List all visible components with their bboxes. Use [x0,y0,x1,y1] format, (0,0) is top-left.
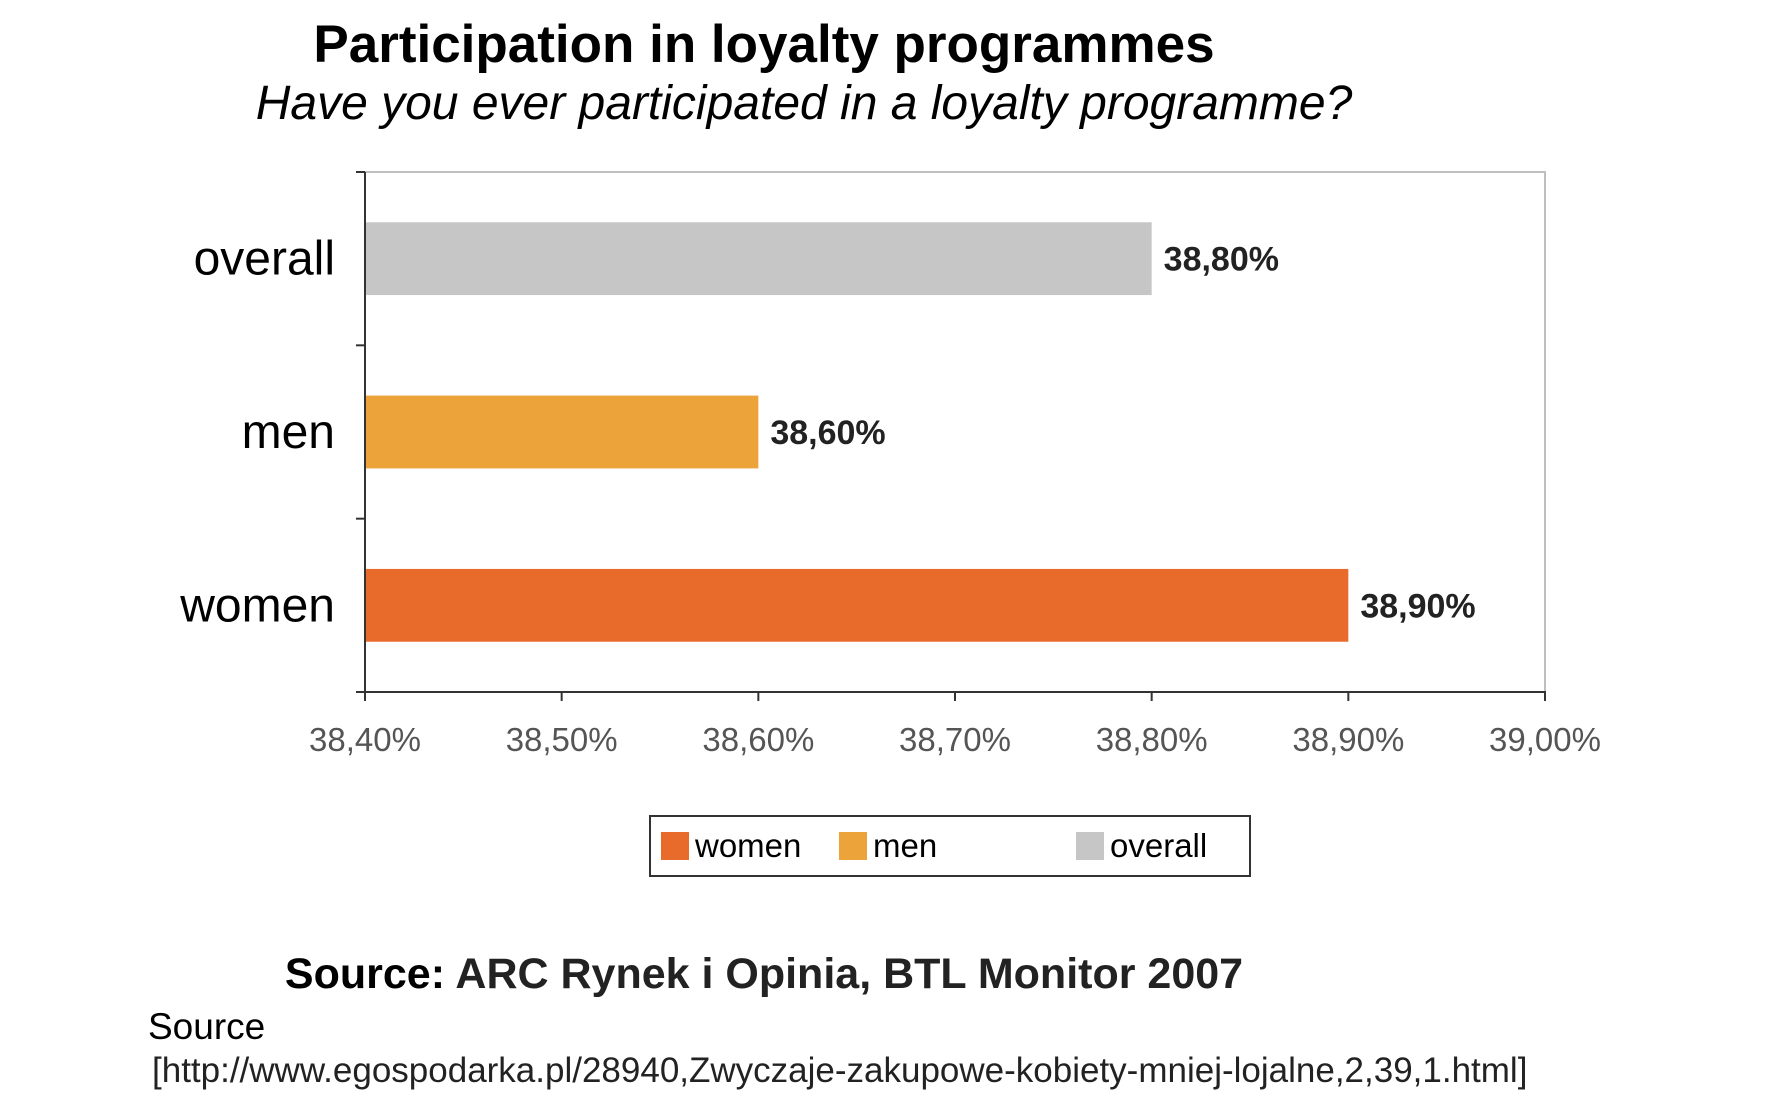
legend-label-overall: overall [1110,827,1208,864]
x-tick-label: 38,60% [702,721,814,758]
source-prefix: Source: [284,950,446,998]
bar-women [366,568,1349,642]
category-label-women: women [179,579,335,632]
source-citation: Source: ARC Rynek i Opinia, BTL Monitor … [0,950,1648,999]
data-label-women: 38,90% [1360,587,1475,625]
legend-label-men: men [873,827,938,864]
x-tick-label: 38,70% [899,721,1011,758]
chart-legend: women men overall [649,815,1251,877]
chart-title: Participation in loyalty programmes [313,15,1215,74]
category-label-men: men [242,406,335,459]
legend-item-women: women [661,817,801,875]
legend-label-women: women [695,827,802,864]
data-label-men: 38,60% [770,414,885,452]
bar-chart: 38,40% 38,50% 38,60% 38,70% 38,80% 38,90% 39,0… [179,171,1601,758]
data-label-overall: 38,80% [1164,241,1279,279]
source-label: Source [148,1006,266,1047]
bar-men [366,395,759,469]
x-tick-label: 39,00% [1489,721,1601,758]
source-value: ARC Rynek i Opinia, BTL Monitor 2007 [455,950,1244,998]
source-url: [http://www.egospodarka.pl/28940,Zwyczaj… [152,1051,1528,1090]
legend-item-men: men [839,817,937,875]
chart-subtitle: Have you ever participated in a loyalty … [255,77,1353,130]
legend-swatch-women [661,832,689,860]
x-tick-label: 38,90% [1292,721,1404,758]
x-tick-label: 38,40% [309,721,421,758]
category-label-overall: overall [194,233,335,286]
x-tick-label: 38,80% [1096,721,1208,758]
bar-overall [366,222,1152,296]
legend-swatch-overall [1076,832,1104,860]
legend-item-overall: overall [1076,817,1207,875]
x-tick-label: 38,50% [506,721,618,758]
legend-swatch-men [839,832,867,860]
